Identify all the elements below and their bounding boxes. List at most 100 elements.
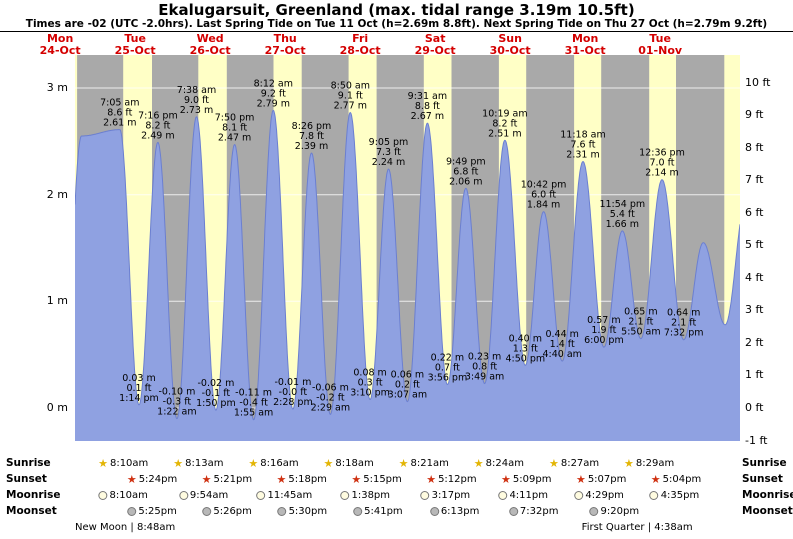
tide-high-annotation: 2.14 m <box>645 168 678 179</box>
tide-high-annotation: 2.24 m <box>372 157 405 168</box>
sunset-entry: ★ 5:04pm <box>651 473 701 486</box>
y-tick-feet: 4 ft <box>745 270 764 284</box>
moonset-entry: 5:26pm <box>202 505 252 518</box>
sunrise-icon: ★ <box>173 457 184 470</box>
moonset-entry: 7:32pm <box>508 505 558 518</box>
sunrise-entry: ★ 8:29am <box>624 457 674 470</box>
tide-high-annotation: 2.47 m <box>218 133 251 144</box>
sunset-entry: ★ 5:18pm <box>277 473 327 486</box>
moon-phase: First Quarter | 4:38am <box>581 522 693 533</box>
moonrise-entry: 4:11pm <box>498 489 548 502</box>
tide-high-annotation: 5.4 ft <box>610 209 635 220</box>
tide-low-annotation: -0.02 m <box>197 378 234 389</box>
tide-high-annotation: 1.84 m <box>527 200 560 211</box>
moonrise-time: 9:54am <box>189 490 229 501</box>
tide-low-annotation: -0.4 ft <box>239 398 268 409</box>
tide-low-annotation: 0.64 m <box>667 308 700 319</box>
sunset-icon: ★ <box>351 473 362 486</box>
moonrise-time: 4:35pm <box>660 490 700 501</box>
tide-plot: 7:05 am 8.6 ft 2.61 m 0.03 m 0.1 ft 1:14 pm 7:… <box>74 55 741 442</box>
tide-low-annotation: -0.3 ft <box>163 397 192 408</box>
day-label: Sun 30-Oct <box>474 32 546 58</box>
tide-low-annotation: -0.2 ft <box>316 392 345 403</box>
moon-phase: New Moon | 8:48am <box>75 522 176 533</box>
tide-low-annotation: 0.2 ft <box>395 380 420 391</box>
day-date: 27-Oct <box>264 44 306 58</box>
sunrise-entry: ★ 8:13am <box>173 457 223 470</box>
y-tick-feet: 1 ft <box>745 368 764 382</box>
tide-low-annotation: 0.03 m <box>122 373 155 384</box>
moonset-icon <box>353 507 363 516</box>
day-date: 01-Nov <box>638 44 683 58</box>
tide-low-annotation: 0.44 m <box>545 329 578 340</box>
tide-high-annotation: 8.2 ft <box>145 120 170 131</box>
moonrise-time: 3:17pm <box>431 490 471 501</box>
astro-label-sunrise-right: Sunrise <box>742 457 787 469</box>
tide-high-annotation: 9.2 ft <box>261 88 286 99</box>
moonset-entry: 9:20pm <box>589 505 639 518</box>
moonset-entry: 5:41pm <box>353 505 403 518</box>
moonset-time: 5:30pm <box>288 506 328 517</box>
moonset-time: 5:26pm <box>213 506 252 517</box>
sunrise-time: 8:21am <box>410 458 449 469</box>
tide-low-annotation: 0.23 m <box>468 352 501 363</box>
tide-high-annotation: 8.2 ft <box>492 118 517 129</box>
y-tick-feet: 6 ft <box>745 205 764 219</box>
moonrise-icon <box>340 491 350 500</box>
astro-label-sunset-right: Sunset <box>742 473 783 485</box>
day-date: 30-Oct <box>489 44 531 58</box>
moonrise-icon <box>498 491 508 500</box>
day-name: Mon <box>46 32 74 45</box>
moonset-entry: 5:25pm <box>127 505 177 518</box>
moonrise-entry: 9:54am <box>178 489 229 502</box>
sunrise-entry: ★ 8:18am <box>323 457 373 470</box>
tide-high-annotation: 8.8 ft <box>415 101 440 112</box>
astro-label-moonrise-right: Moonrise <box>742 489 793 501</box>
sunset-icon: ★ <box>575 473 586 486</box>
tide-curve-svg: 7:05 am8.6 ft2.61 m 0.03 m0.1 ft1:14 pm 7:… <box>74 55 741 442</box>
y-tick-meters: 3 m <box>46 80 68 94</box>
sunset-entry: ★ 5:07pm <box>576 473 626 486</box>
y-tick-feet: -1 ft <box>745 433 768 447</box>
moonset-entry: 6:13pm <box>429 505 480 518</box>
tide-low-annotation: -0.10 m <box>158 387 195 398</box>
y-tick-feet: 5 ft <box>745 238 764 252</box>
tide-low-annotation: 0.3 ft <box>358 378 383 389</box>
day-date: 25-Oct <box>114 44 156 58</box>
sunrise-entry: ★ 8:21am <box>399 457 449 470</box>
day-date: 31-Oct <box>564 44 606 58</box>
sunset-entry: ★ 5:12pm <box>426 473 476 486</box>
moonrise-icon <box>649 491 659 500</box>
sunset-entry: ★ 5:24pm <box>127 473 177 486</box>
day-name: Wed <box>196 32 224 45</box>
y-tick-meters: 2 m <box>46 187 68 201</box>
sunrise-icon: ★ <box>248 457 259 470</box>
moonrise-entry: 3:17pm <box>420 489 471 502</box>
day-name: Fri <box>352 32 369 45</box>
day-label: Fri 28-Oct <box>324 32 396 57</box>
day-date: 24-Oct <box>39 44 81 58</box>
tide-high-annotation: 2.39 m <box>295 141 328 152</box>
astro-label-sunrise-left: Sunrise <box>6 457 51 469</box>
moonset-time: 6:13pm <box>440 506 480 517</box>
day-date: 29-Oct <box>414 44 456 58</box>
tide-high-annotation: 2.31 m <box>566 150 599 161</box>
moonset-entry: 5:30pm <box>277 505 328 518</box>
tide-low-annotation: 4:50 pm <box>505 353 545 364</box>
sunrise-time: 8:29am <box>635 458 675 469</box>
sunrise-time: 8:10am <box>109 458 149 469</box>
sunrise-entry: ★ 8:24am <box>474 457 524 470</box>
tide-high-annotation: 6.0 ft <box>531 190 556 201</box>
moonset-time: 5:25pm <box>138 506 177 517</box>
moonset-icon <box>589 507 599 516</box>
moonrise-icon <box>420 491 430 500</box>
moonrise-icon <box>178 491 188 500</box>
tide-high-annotation: 9:49 pm <box>446 156 486 167</box>
tide-low-annotation: 0.22 m <box>431 353 464 364</box>
day-date: 26-Oct <box>189 44 231 58</box>
tide-low-annotation: 2.1 ft <box>628 317 653 328</box>
moonrise-icon <box>98 491 108 500</box>
tide-low-annotation: 3:49 am <box>465 372 504 383</box>
moonset-icon <box>127 507 137 516</box>
